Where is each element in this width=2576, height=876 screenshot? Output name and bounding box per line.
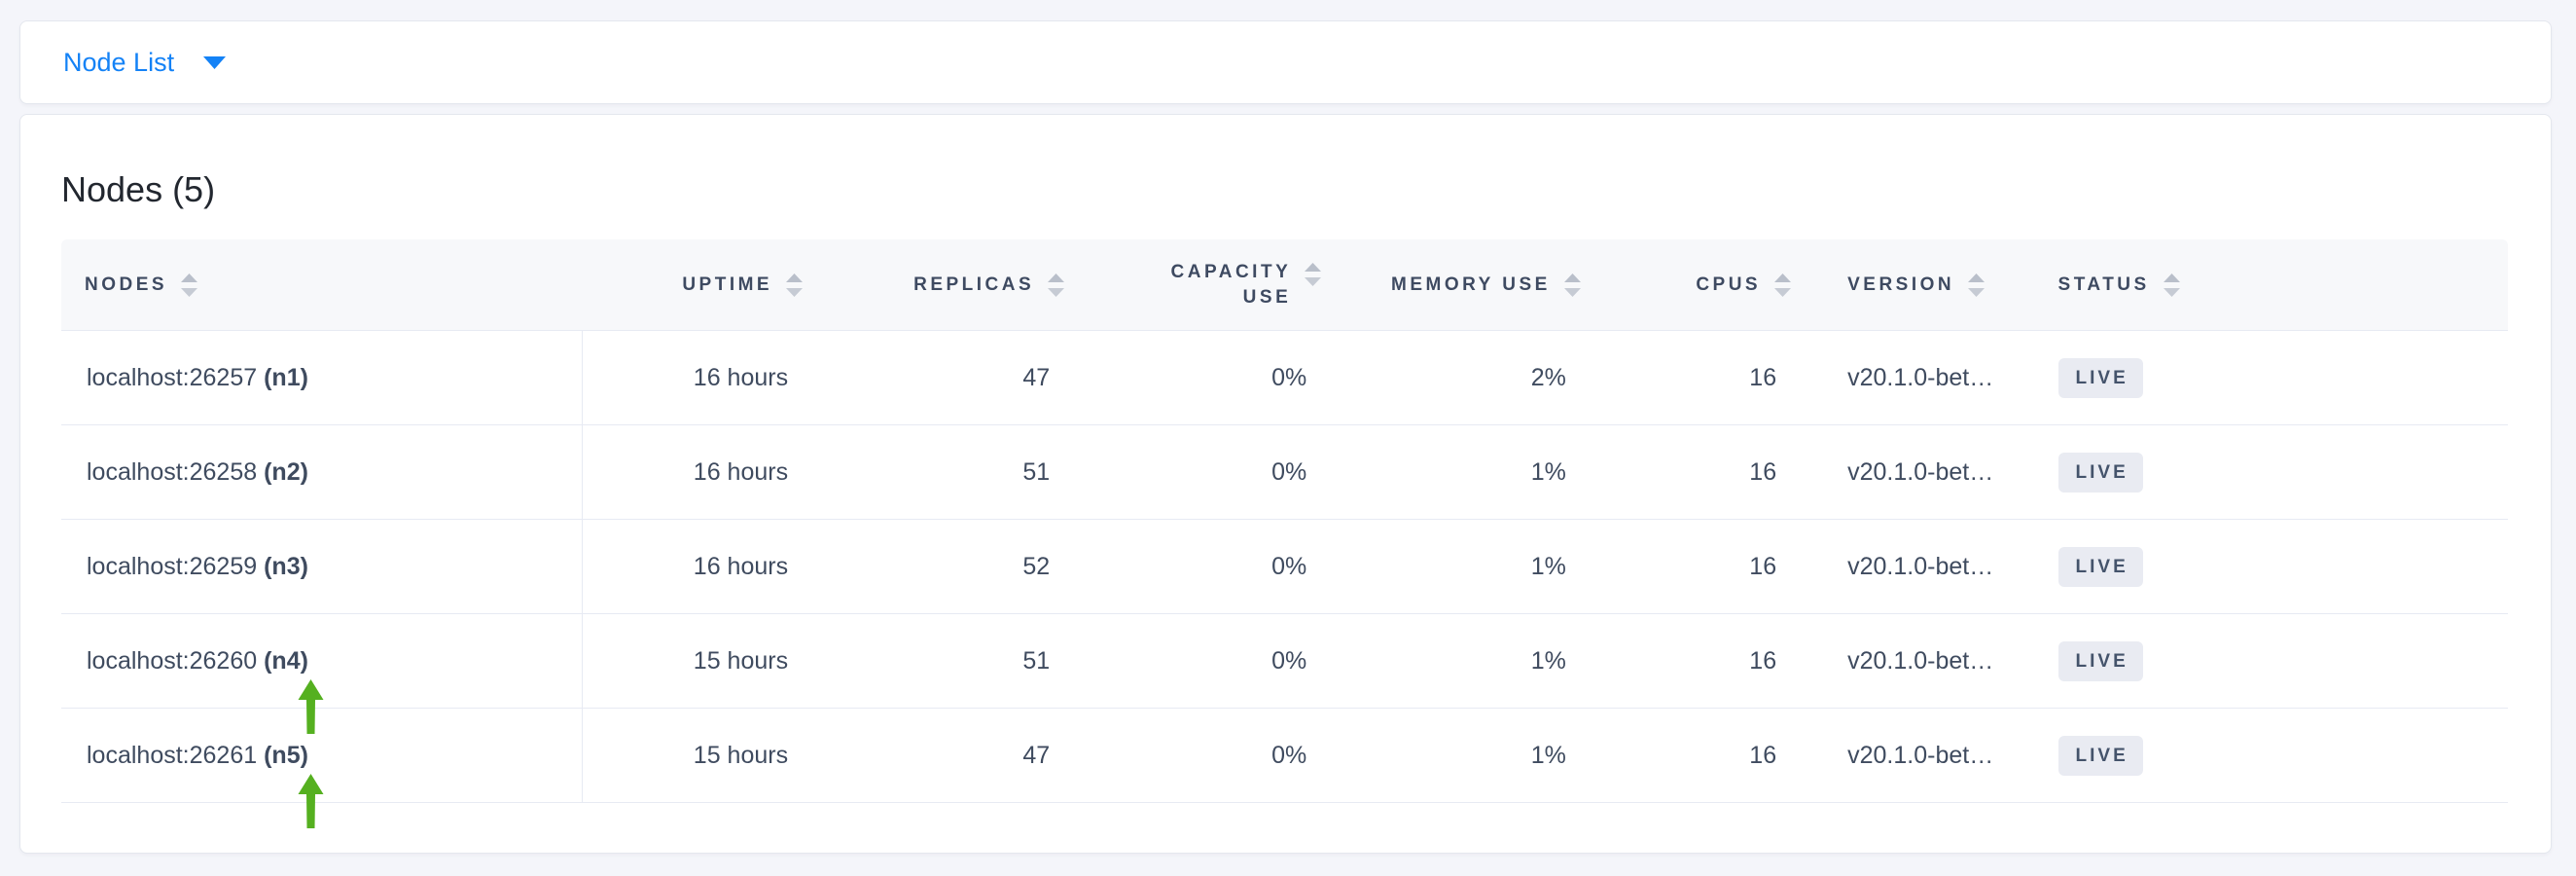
version-cell: v20.1.0-bet… xyxy=(1801,614,2031,709)
memory-use-cell: 1% xyxy=(1331,425,1591,520)
page-title: Nodes (5) xyxy=(61,169,216,209)
node-list-dropdown[interactable]: Node List xyxy=(63,47,227,78)
uptime-cell: 16 hours xyxy=(582,425,813,520)
sort-icon[interactable] xyxy=(1305,262,1322,286)
table-row: localhost:26260 (n4) 15 hours 51 0% 1% 1… xyxy=(61,614,2508,734)
chevron-down-icon xyxy=(203,55,227,69)
sort-icon[interactable] xyxy=(1774,273,1792,297)
nodes-panel: Nodes (5) NODES xyxy=(19,114,2552,854)
memory-use-cell: 2% xyxy=(1331,331,1591,425)
uptime-cell: 16 hours xyxy=(582,331,813,425)
capacity-use-cell: 0% xyxy=(1074,331,1332,425)
column-header-capacity-use[interactable]: CAPACITY USE xyxy=(1074,239,1332,331)
nodes-table-container: NODES UPTIME xyxy=(61,239,2508,828)
sort-icon[interactable] xyxy=(786,273,804,297)
node-address-link[interactable]: localhost:26257 (n1) xyxy=(87,363,308,391)
cpus-cell: 16 xyxy=(1590,709,1802,803)
node-id: (n2) xyxy=(264,457,308,486)
replicas-cell: 47 xyxy=(812,331,1075,425)
column-label: UPTIME xyxy=(682,274,773,295)
capacity-use-cell: 0% xyxy=(1074,614,1332,709)
table-header-row: NODES UPTIME xyxy=(61,239,2508,331)
column-header-replicas[interactable]: REPLICAS xyxy=(812,239,1075,331)
version-cell: v20.1.0-bet… xyxy=(1801,709,2031,803)
capacity-use-cell: 0% xyxy=(1074,425,1332,520)
column-label: VERSION xyxy=(1847,274,1955,295)
status-badge: LIVE xyxy=(2057,452,2143,493)
table-row: localhost:26258 (n2) 16 hours 51 0% 1% 1… xyxy=(61,425,2508,520)
uptime-cell: 15 hours xyxy=(582,614,813,709)
view-selector-bar: Node List xyxy=(19,20,2552,104)
replicas-cell: 51 xyxy=(812,614,1075,709)
sort-icon[interactable] xyxy=(1968,273,1986,297)
version-cell: v20.1.0-bet… xyxy=(1801,331,2031,425)
capacity-use-cell: 0% xyxy=(1074,709,1332,803)
column-label: MEMORY USE xyxy=(1391,274,1551,295)
node-id: (n4) xyxy=(264,646,308,675)
sort-icon[interactable] xyxy=(1563,273,1581,297)
column-label: CPUS xyxy=(1696,274,1762,295)
status-badge: LIVE xyxy=(2057,357,2143,398)
status-badge: LIVE xyxy=(2057,546,2143,587)
uptime-cell: 16 hours xyxy=(582,520,813,614)
capacity-use-cell: 0% xyxy=(1074,520,1332,614)
column-header-version[interactable]: VERSION xyxy=(1801,239,2031,331)
table-row: localhost:26257 (n1) 16 hours 47 0% 2% 1… xyxy=(61,331,2508,425)
sort-icon[interactable] xyxy=(1048,273,1065,297)
cpus-cell: 16 xyxy=(1590,614,1802,709)
status-badge: LIVE xyxy=(2057,735,2143,776)
node-address-link[interactable]: localhost:26261 (n5) xyxy=(87,741,308,769)
column-header-cpus[interactable]: CPUS xyxy=(1590,239,1802,331)
node-list-dropdown-label: Node List xyxy=(63,47,175,77)
column-header-uptime[interactable]: UPTIME xyxy=(582,239,813,331)
node-id: (n3) xyxy=(264,552,308,580)
column-label: STATUS xyxy=(2057,274,2150,295)
replicas-cell: 47 xyxy=(812,709,1075,803)
memory-use-cell: 1% xyxy=(1331,520,1591,614)
node-id: (n5) xyxy=(264,741,308,769)
status-badge: LIVE xyxy=(2057,640,2143,681)
memory-use-cell: 1% xyxy=(1331,614,1591,709)
cpus-cell: 16 xyxy=(1590,425,1802,520)
column-label: NODES xyxy=(85,274,168,295)
sort-icon[interactable] xyxy=(181,273,198,297)
column-header-memory-use[interactable]: MEMORY USE xyxy=(1331,239,1591,331)
replicas-cell: 51 xyxy=(812,425,1075,520)
column-header-status[interactable]: STATUS xyxy=(2030,239,2508,331)
version-cell: v20.1.0-bet… xyxy=(1801,520,2031,614)
nodes-table: NODES UPTIME xyxy=(61,239,2508,828)
column-label: REPLICAS xyxy=(913,274,1035,295)
cpus-cell: 16 xyxy=(1590,520,1802,614)
version-cell: v20.1.0-bet… xyxy=(1801,425,2031,520)
replicas-cell: 52 xyxy=(812,520,1075,614)
column-label: CAPACITY USE xyxy=(1170,261,1292,308)
cpus-cell: 16 xyxy=(1590,331,1802,425)
uptime-cell: 15 hours xyxy=(582,709,813,803)
memory-use-cell: 1% xyxy=(1331,709,1591,803)
sort-icon[interactable] xyxy=(2163,273,2180,297)
column-header-nodes[interactable]: NODES xyxy=(61,239,583,331)
node-address-link[interactable]: localhost:26260 (n4) xyxy=(87,646,308,675)
table-row: localhost:26261 (n5) 15 hours 47 0% 1% 1… xyxy=(61,709,2508,828)
green-up-arrow-icon xyxy=(298,774,324,828)
node-id: (n1) xyxy=(264,363,308,391)
node-address-link[interactable]: localhost:26258 (n2) xyxy=(87,457,308,486)
table-row: localhost:26259 (n3) 16 hours 52 0% 1% 1… xyxy=(61,520,2508,614)
node-address-link[interactable]: localhost:26259 (n3) xyxy=(87,552,308,580)
